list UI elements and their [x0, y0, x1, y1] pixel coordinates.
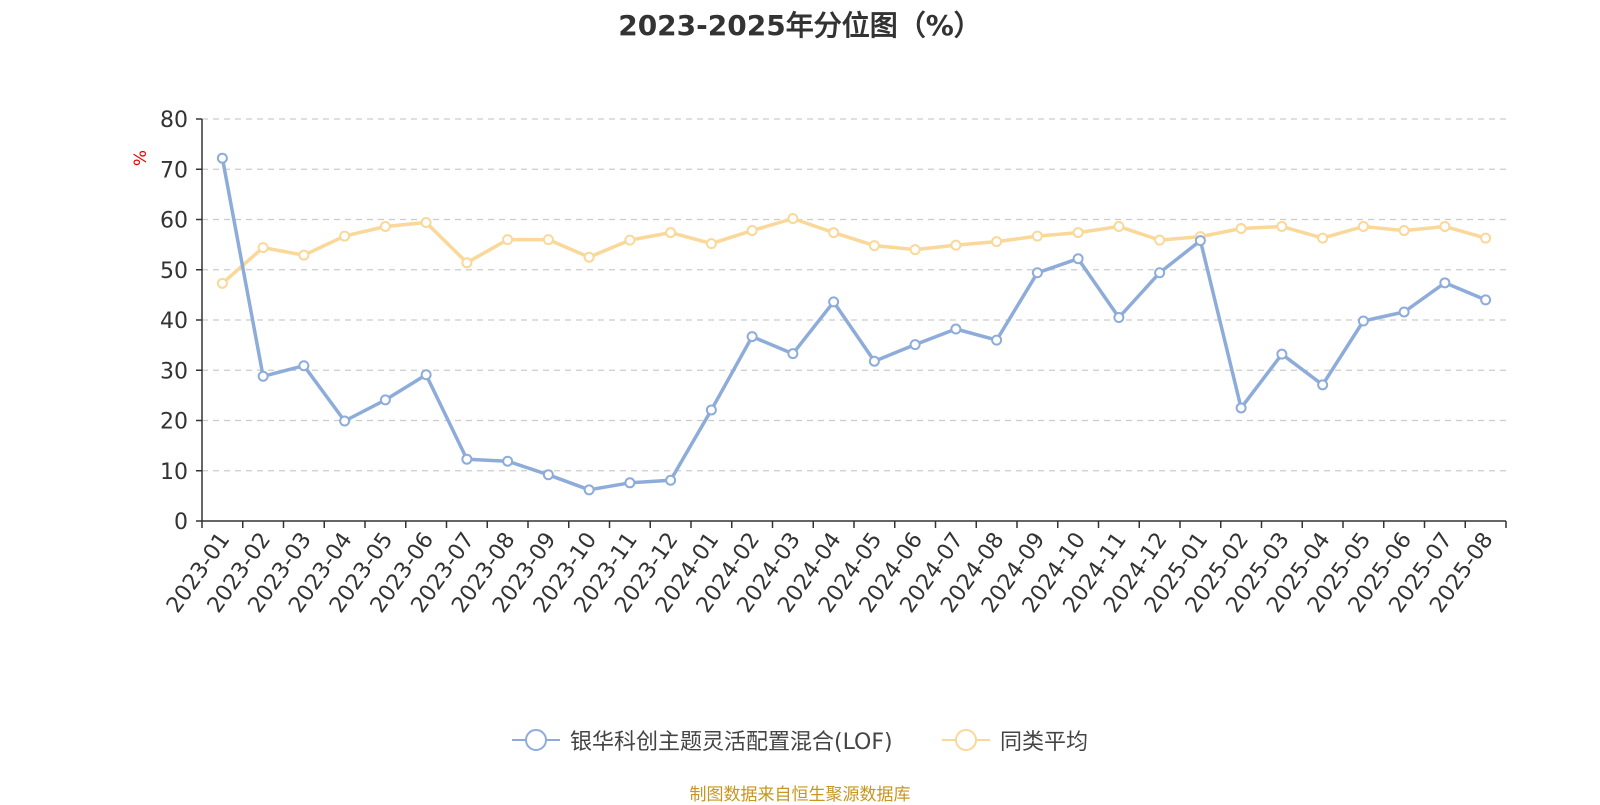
data-point-series-1 [991, 334, 1003, 346]
data-point-series-1 [1480, 294, 1492, 306]
data-point-series-1 [420, 369, 432, 381]
data-point-series-2 [502, 234, 514, 246]
data-point-series-2 [624, 234, 636, 246]
data-point-series-2 [420, 217, 432, 229]
data-point-series-1 [787, 348, 799, 360]
data-point-series-2 [1113, 221, 1125, 233]
data-point-series-2 [1276, 221, 1288, 233]
data-point-series-1 [216, 152, 228, 164]
data-point-series-1 [1439, 277, 1451, 289]
data-point-series-1 [1317, 379, 1329, 391]
data-point-series-1 [1357, 315, 1369, 327]
data-point-series-1 [461, 453, 473, 465]
data-point-series-1 [746, 331, 758, 343]
data-point-series-1 [909, 339, 921, 351]
chart-title: 2023-2025年分位图（%） [618, 9, 982, 42]
data-point-series-1 [1072, 253, 1084, 265]
legend-label-series-2: 同类平均 [1000, 730, 1089, 755]
data-point-series-2 [1357, 221, 1369, 233]
data-point-series-2 [991, 236, 1003, 248]
legend-symbol-series-1 [512, 729, 560, 751]
data-point-series-1 [1031, 267, 1043, 279]
data-point-series-1 [868, 355, 880, 367]
data-point-series-2 [379, 221, 391, 233]
data-point-series-2 [1072, 227, 1084, 239]
data-point-series-1 [1194, 235, 1206, 247]
data-point-series-1 [624, 477, 636, 489]
data-point-series-1 [502, 455, 514, 467]
series-line-2 [220, 216, 1488, 286]
data-point-series-2 [665, 227, 677, 239]
data-point-series-2 [298, 249, 310, 261]
chart-legend: 银华科创主题灵活配置混合(LOF) 同类平均 [0, 722, 1600, 758]
data-point-series-1 [1113, 311, 1125, 323]
data-point-series-2 [868, 240, 880, 252]
data-point-series-2 [1031, 230, 1043, 242]
data-point-series-2 [746, 225, 758, 237]
data-point-series-2 [461, 257, 473, 269]
data-point-series-2 [950, 239, 962, 251]
line-chart: 01020304050607080%2023-012023-022023-032… [131, 108, 1507, 618]
y-tick-label: 50 [160, 259, 188, 284]
y-tick-label: 0 [174, 510, 188, 535]
data-point-series-2 [705, 238, 717, 250]
legend-symbol-series-2 [942, 729, 990, 751]
y-tick-label: 10 [160, 460, 188, 485]
legend-label-series-1: 银华科创主题灵活配置混合(LOF) [570, 730, 893, 755]
data-point-series-2 [909, 244, 921, 256]
y-tick-label: 70 [160, 158, 188, 183]
data-point-series-2 [1439, 221, 1451, 233]
data-point-series-1 [705, 404, 717, 416]
y-tick-label: 80 [160, 108, 188, 133]
data-point-series-1 [257, 370, 269, 382]
data-point-series-2 [542, 234, 554, 246]
data-point-series-2 [339, 230, 351, 242]
data-point-series-2 [1317, 232, 1329, 244]
data-point-series-1 [339, 415, 351, 427]
data-point-series-2 [1235, 223, 1247, 235]
series-line-1 [220, 156, 1488, 492]
legend-item-series-1[interactable]: 银华科创主题灵活配置混合(LOF) [512, 722, 893, 758]
y-tick-label: 20 [160, 410, 188, 435]
y-tick-label: 40 [160, 309, 188, 334]
data-point-series-2 [257, 242, 269, 254]
data-point-series-1 [1154, 267, 1166, 279]
data-point-series-2 [1398, 225, 1410, 237]
data-source-note: 制图数据来自恒生聚源数据库 [689, 785, 911, 805]
data-point-series-1 [298, 360, 310, 372]
y-axis-label: % [131, 150, 151, 166]
y-tick-label: 60 [160, 209, 188, 234]
data-point-series-1 [665, 474, 677, 486]
data-point-series-1 [583, 484, 595, 496]
data-point-series-1 [1398, 306, 1410, 318]
data-point-series-2 [828, 227, 840, 239]
data-point-series-1 [379, 394, 391, 406]
y-tick-label: 30 [160, 359, 188, 384]
data-point-series-2 [1480, 232, 1492, 244]
data-point-series-2 [787, 212, 799, 224]
data-point-series-1 [950, 323, 962, 335]
data-point-series-1 [1235, 402, 1247, 414]
data-point-series-1 [828, 296, 840, 308]
data-point-series-2 [1154, 234, 1166, 246]
data-point-series-2 [216, 277, 228, 289]
legend-item-series-2[interactable]: 同类平均 [942, 722, 1088, 758]
data-point-series-1 [542, 469, 554, 481]
data-point-series-2 [583, 251, 595, 263]
data-point-series-1 [1276, 348, 1288, 360]
